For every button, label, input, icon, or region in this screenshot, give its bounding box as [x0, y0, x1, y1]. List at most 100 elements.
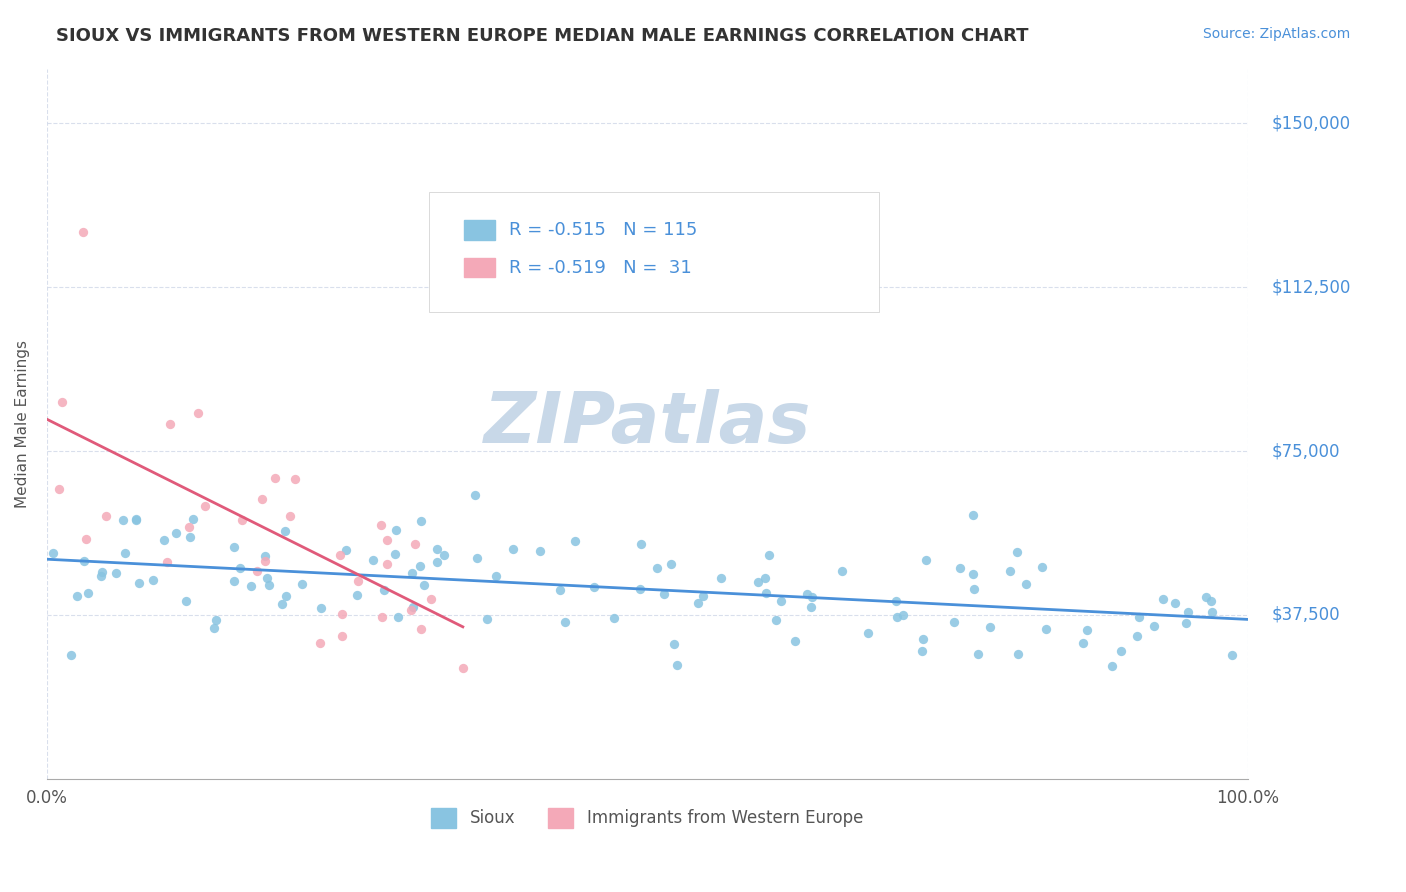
Point — [75, 532, 97, 546]
Point — [181, 512, 204, 526]
Point — [90, 568, 112, 582]
Point — [371, 610, 394, 624]
Point — [710, 571, 733, 585]
Point — [274, 524, 297, 538]
Point — [758, 548, 780, 562]
Point — [464, 488, 486, 502]
Point — [548, 582, 571, 597]
Point — [603, 611, 626, 625]
Point — [385, 524, 408, 538]
Point — [475, 612, 498, 626]
Point — [966, 647, 988, 661]
Point — [142, 573, 165, 587]
Point — [998, 564, 1021, 578]
Point — [257, 578, 280, 592]
Point — [246, 564, 269, 578]
Point — [330, 629, 353, 643]
Point — [91, 566, 114, 580]
Point — [284, 472, 307, 486]
Point — [647, 561, 669, 575]
Point — [347, 574, 370, 589]
Point — [1199, 594, 1222, 608]
Point — [451, 661, 474, 675]
Point — [240, 579, 263, 593]
Point — [346, 588, 368, 602]
Point — [800, 599, 823, 614]
Point — [404, 537, 426, 551]
Point — [858, 626, 880, 640]
Point — [770, 594, 793, 608]
Point — [692, 589, 714, 603]
Point — [1128, 610, 1150, 624]
Point — [72, 226, 94, 240]
Point — [1143, 619, 1166, 633]
Point — [409, 514, 432, 528]
Text: Source: ZipAtlas.com: Source: ZipAtlas.com — [1202, 27, 1350, 41]
Point — [254, 549, 277, 564]
Point — [125, 513, 148, 527]
Point — [949, 561, 972, 575]
Point — [1125, 629, 1147, 643]
Point — [426, 541, 449, 556]
Text: $150,000: $150,000 — [1271, 114, 1351, 132]
Point — [628, 582, 651, 597]
Point — [962, 567, 984, 582]
Point — [914, 553, 936, 567]
Text: $37,500: $37,500 — [1271, 606, 1340, 624]
Point — [465, 551, 488, 566]
Point — [114, 546, 136, 560]
Point — [688, 596, 710, 610]
Point — [747, 575, 769, 590]
Point — [529, 543, 551, 558]
Point — [665, 658, 688, 673]
Point — [311, 600, 333, 615]
Point — [375, 557, 398, 571]
Point — [1220, 648, 1243, 663]
Point — [1101, 659, 1123, 673]
Point — [796, 587, 818, 601]
Point — [42, 546, 65, 560]
Point — [156, 555, 179, 569]
Point — [250, 492, 273, 507]
Point — [179, 531, 201, 545]
Point — [94, 508, 117, 523]
Point — [60, 648, 83, 662]
Point — [765, 613, 787, 627]
Point — [963, 582, 986, 597]
Point — [276, 590, 298, 604]
Point — [433, 548, 456, 562]
Point — [153, 533, 176, 547]
Point — [755, 586, 778, 600]
Point — [1175, 615, 1198, 630]
Point — [652, 587, 675, 601]
Point — [222, 574, 245, 589]
Point — [330, 607, 353, 621]
Point — [205, 613, 228, 627]
Point — [263, 471, 285, 485]
Point — [193, 499, 215, 513]
Point — [1015, 577, 1038, 591]
Point — [659, 557, 682, 571]
Legend: Sioux, Immigrants from Western Europe: Sioux, Immigrants from Western Europe — [425, 801, 870, 835]
Point — [554, 615, 576, 629]
Point — [256, 571, 278, 585]
Point — [911, 643, 934, 657]
Point — [387, 610, 409, 624]
Point — [409, 558, 432, 573]
Text: SIOUX VS IMMIGRANTS FROM WESTERN EUROPE MEDIAN MALE EARNINGS CORRELATION CHART: SIOUX VS IMMIGRANTS FROM WESTERN EUROPE … — [56, 27, 1029, 45]
Point — [187, 406, 209, 420]
Point — [886, 610, 908, 624]
Point — [329, 548, 352, 562]
Point — [630, 537, 652, 551]
Point — [309, 636, 332, 650]
Point — [202, 621, 225, 635]
Point — [165, 526, 187, 541]
Point — [401, 566, 423, 580]
Text: ZIPatlas: ZIPatlas — [484, 389, 811, 458]
Point — [1035, 622, 1057, 636]
Point — [426, 555, 449, 569]
Point — [1007, 647, 1029, 661]
Point — [66, 589, 89, 603]
Point — [884, 593, 907, 607]
Point — [401, 600, 423, 615]
